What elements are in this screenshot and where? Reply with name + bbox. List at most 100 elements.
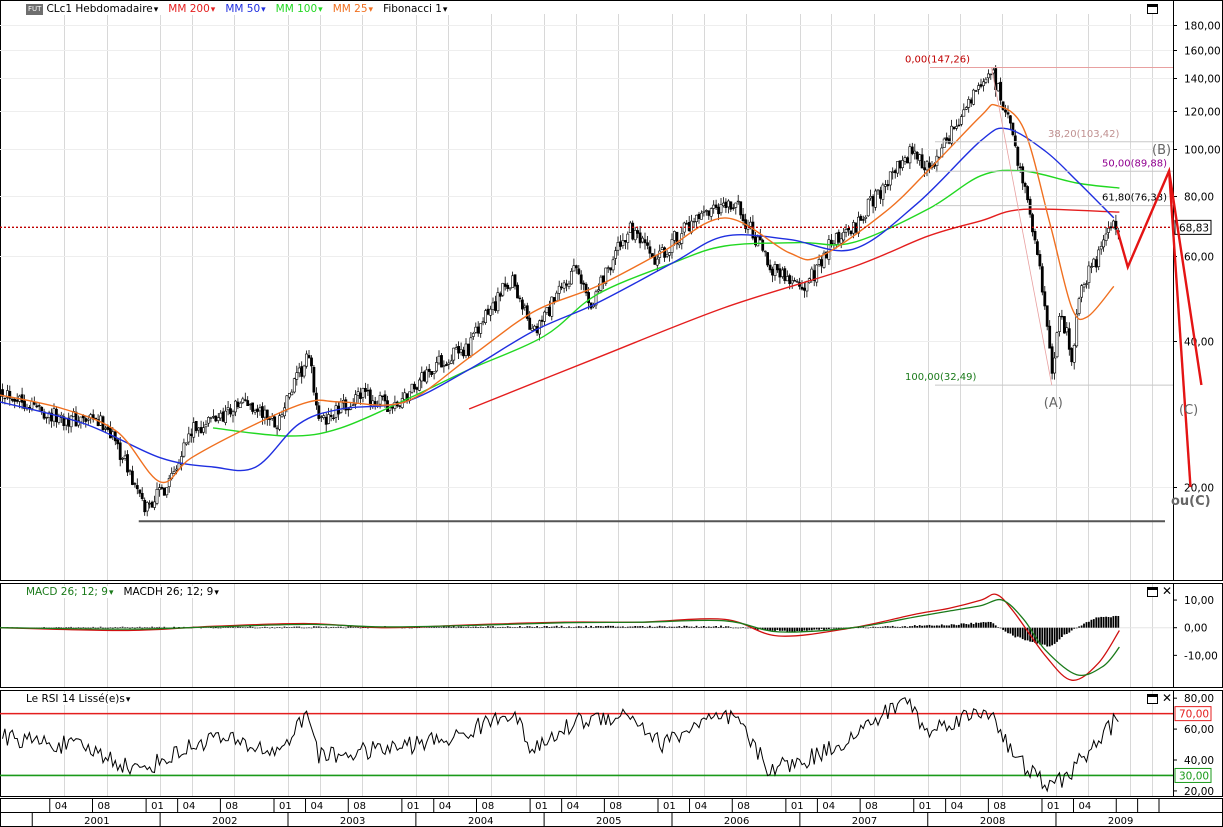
- legend-macdh[interactable]: MACDH 26; 12; 9: [124, 586, 219, 598]
- macd-histogram-bar: [523, 627, 526, 628]
- candle-body: [192, 422, 196, 438]
- legend-mm200[interactable]: MM 200: [168, 3, 215, 15]
- candle-body: [121, 457, 125, 460]
- time-axis-month-label: 04: [567, 801, 580, 812]
- candle-body: [699, 212, 703, 220]
- macd-histogram-bar: [636, 626, 639, 628]
- candle-body: [498, 293, 502, 297]
- legend-mm25[interactable]: MM 25: [333, 3, 373, 15]
- candle: [300, 361, 304, 384]
- candle-body: [910, 146, 914, 154]
- candle-body: [886, 184, 890, 187]
- candle: [687, 216, 691, 232]
- candle: [432, 371, 436, 380]
- legend-mm50[interactable]: MM 50: [225, 3, 265, 15]
- macd-histogram-bar: [501, 626, 504, 628]
- candle-body: [901, 160, 904, 168]
- macd-histogram-bar: [688, 626, 691, 628]
- candle: [525, 302, 529, 321]
- candle-body: [216, 417, 220, 421]
- candle-body: [356, 391, 360, 396]
- candle-body: [646, 242, 649, 246]
- instrument-selector[interactable]: CLc1 Hebdomadaire: [46, 3, 158, 15]
- macd-panel-maximize-icon[interactable]: [1147, 587, 1158, 597]
- legend-mm100[interactable]: MM 100: [276, 3, 323, 15]
- candle: [910, 142, 914, 156]
- candle: [1097, 246, 1101, 271]
- candle: [619, 235, 622, 251]
- candle-body: [481, 321, 485, 324]
- macd-histogram-bar: [663, 626, 666, 628]
- candle: [879, 186, 882, 204]
- macd-panel-close-icon[interactable]: ✕: [1162, 584, 1173, 598]
- legend-rsi[interactable]: Le RSI 14 Lissé(e)s: [26, 693, 130, 705]
- candle-body: [984, 78, 988, 83]
- candle-body: [363, 387, 367, 392]
- macd-histogram-bar: [698, 627, 700, 628]
- macd-histogram-bar: [1068, 627, 1071, 633]
- candle: [327, 407, 331, 425]
- candle-body: [444, 364, 448, 366]
- candle: [1036, 239, 1039, 256]
- candle: [955, 119, 958, 131]
- candle: [702, 205, 706, 217]
- rsi-panel-maximize-icon[interactable]: [1147, 694, 1158, 704]
- candle: [947, 135, 951, 145]
- candle: [989, 73, 993, 80]
- candle: [523, 303, 527, 311]
- macd-histogram-bar: [511, 627, 514, 628]
- candle-body: [540, 319, 544, 322]
- macd-histogram-bar: [342, 627, 345, 629]
- macd-histogram-bar: [622, 626, 624, 628]
- candle: [901, 155, 904, 171]
- candle: [984, 77, 988, 85]
- candle: [219, 410, 223, 421]
- candle-body: [378, 395, 382, 405]
- candle: [116, 437, 120, 450]
- price-panel-maximize-icon[interactable]: [1147, 4, 1158, 14]
- candle: [572, 258, 576, 272]
- candle: [756, 234, 760, 247]
- time-axis-month-label: 04: [1079, 801, 1092, 812]
- macd-histogram-bar: [521, 627, 524, 628]
- candle: [579, 270, 583, 290]
- candle-body: [619, 241, 622, 247]
- macd-histogram-bar: [774, 627, 776, 631]
- candle-body: [368, 389, 372, 406]
- macd-histogram-bar: [163, 626, 166, 628]
- candle-body: [584, 283, 588, 294]
- candle: [631, 220, 635, 241]
- candle: [815, 264, 819, 287]
- candle: [663, 246, 667, 262]
- candle-body: [636, 230, 640, 234]
- macd-histogram-bar: [737, 627, 740, 629]
- legend-macd[interactable]: MACD 26; 12; 9: [26, 586, 114, 598]
- macd-histogram-bar: [793, 627, 796, 632]
- candle: [587, 287, 591, 310]
- candle-body: [155, 488, 159, 504]
- candle-body: [432, 371, 436, 374]
- macd-histogram-bar: [614, 626, 617, 628]
- candle-body: [574, 265, 578, 269]
- macd-histogram-bar: [671, 626, 673, 628]
- macd-histogram-bar: [492, 626, 494, 628]
- candle: [942, 137, 946, 148]
- legend-fibonacci[interactable]: Fibonacci 1: [383, 3, 447, 15]
- macd-histogram-bar: [1080, 625, 1083, 628]
- candle-body: [84, 418, 88, 422]
- price-axis-tick-label: 80,00: [1184, 192, 1214, 204]
- rsi-line: [2, 697, 1119, 793]
- macd-histogram-bar: [344, 627, 347, 629]
- candle: [99, 411, 103, 426]
- candle-body: [241, 398, 245, 403]
- rsi-panel-close-icon[interactable]: ✕: [1162, 691, 1173, 705]
- candle-body: [214, 415, 218, 422]
- macd-histogram-bar: [526, 626, 529, 628]
- macd-histogram-bar: [553, 626, 556, 628]
- candle-body: [199, 427, 203, 434]
- candle-body: [332, 417, 335, 419]
- macd-axis-tick-label: 0,00: [1184, 623, 1207, 635]
- candle-body: [596, 289, 600, 292]
- macd-histogram-bar: [1004, 627, 1007, 632]
- candle: [915, 151, 919, 164]
